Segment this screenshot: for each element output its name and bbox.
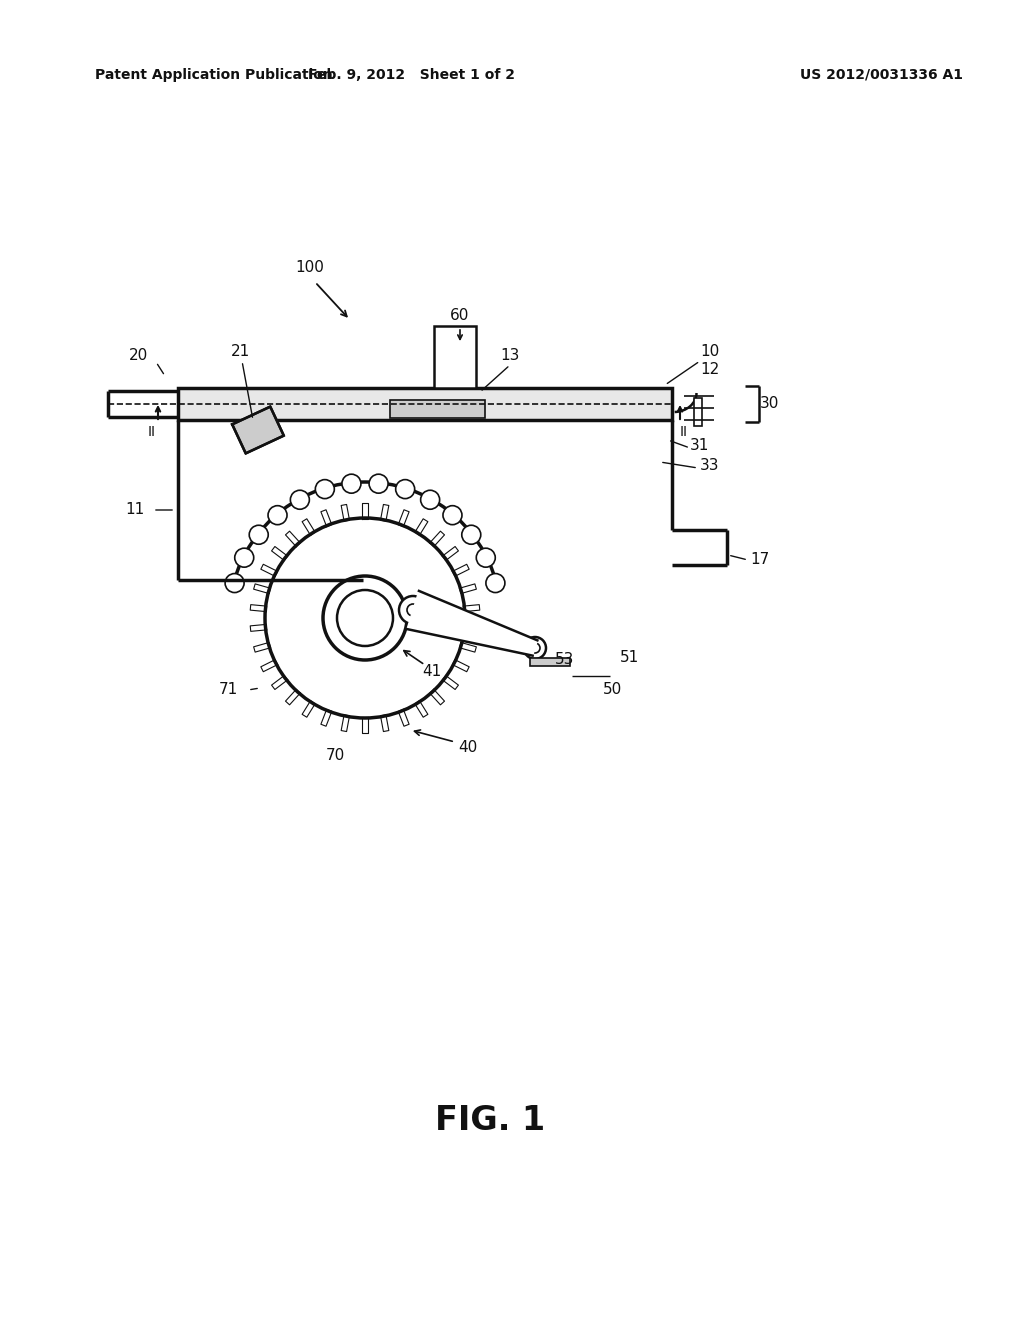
Circle shape [524, 638, 546, 659]
Circle shape [225, 574, 244, 593]
Circle shape [476, 548, 496, 568]
Text: 70: 70 [326, 747, 345, 763]
Text: 17: 17 [750, 553, 769, 568]
Circle shape [486, 574, 505, 593]
Bar [694, 399, 702, 426]
Circle shape [337, 590, 393, 645]
Circle shape [249, 525, 268, 544]
Text: 31: 31 [690, 437, 710, 453]
Text: II: II [148, 425, 156, 440]
Bar [530, 657, 570, 667]
Circle shape [407, 605, 419, 616]
Text: Patent Application Publication: Patent Application Publication [95, 69, 333, 82]
Text: US 2012/0031336 A1: US 2012/0031336 A1 [800, 69, 963, 82]
Bar [434, 326, 476, 388]
Bar [178, 388, 672, 420]
Text: 10: 10 [700, 345, 719, 359]
Circle shape [315, 479, 335, 499]
Circle shape [369, 474, 388, 494]
Text: II: II [680, 425, 688, 440]
Text: Feb. 9, 2012   Sheet 1 of 2: Feb. 9, 2012 Sheet 1 of 2 [308, 69, 515, 82]
Polygon shape [408, 591, 538, 656]
Text: 12: 12 [700, 363, 719, 378]
Text: 41: 41 [422, 664, 441, 680]
Circle shape [291, 490, 309, 510]
Circle shape [342, 474, 360, 494]
Text: 33: 33 [700, 458, 720, 473]
Text: 60: 60 [451, 308, 470, 322]
Text: 11: 11 [126, 503, 145, 517]
Circle shape [268, 506, 287, 524]
Circle shape [323, 576, 407, 660]
Circle shape [234, 548, 254, 568]
Text: 50: 50 [602, 682, 622, 697]
Circle shape [462, 525, 481, 544]
Circle shape [265, 517, 465, 718]
Text: 40: 40 [459, 741, 477, 755]
Circle shape [395, 479, 415, 499]
Circle shape [530, 643, 540, 653]
Circle shape [399, 597, 427, 624]
Text: 53: 53 [555, 652, 574, 668]
Text: 13: 13 [501, 347, 520, 363]
Text: FIG. 1: FIG. 1 [435, 1104, 545, 1137]
Text: 21: 21 [230, 345, 250, 359]
Text: 100: 100 [295, 260, 324, 276]
Text: 30: 30 [760, 396, 779, 412]
Text: 71: 71 [219, 682, 238, 697]
Circle shape [421, 490, 439, 510]
Text: 51: 51 [620, 651, 639, 665]
Polygon shape [232, 407, 284, 453]
Bar [390, 400, 485, 418]
Circle shape [443, 506, 462, 524]
Text: 20: 20 [129, 347, 148, 363]
